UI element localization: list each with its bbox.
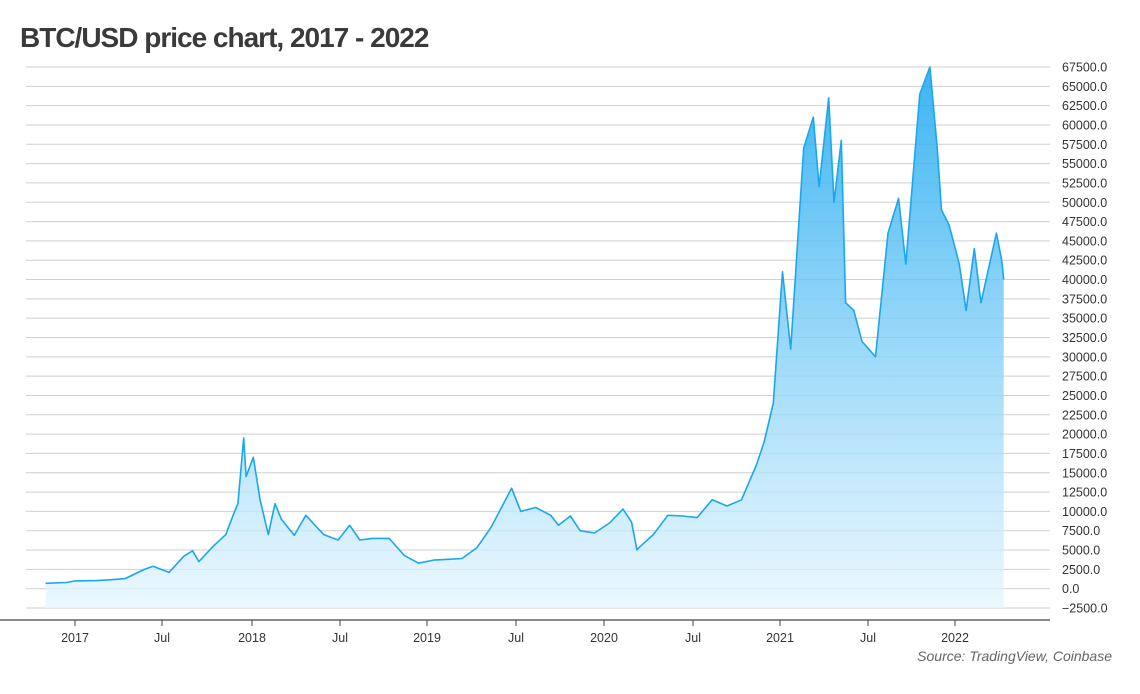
y-tick-label: 10000.0 — [1062, 505, 1107, 519]
y-tick-label: 62500.0 — [1062, 99, 1107, 113]
x-tick-label: Jul — [154, 631, 170, 645]
y-tick-label: 37500.0 — [1062, 292, 1107, 306]
y-tick-label: 20000.0 — [1062, 428, 1107, 442]
y-tick-label: 30000.0 — [1062, 350, 1107, 364]
x-axis-labels: 2017 Jul 2018 Jul 2019 Jul 2020 Jul 2021 Jul 2022 — [61, 631, 969, 645]
price-line — [45, 66, 1005, 585]
y-tick-label: 17500.0 — [1062, 447, 1107, 461]
y-tick-label: 67500.0 — [1062, 61, 1107, 75]
chart-title: BTC/USD price chart, 2017 - 2022 — [20, 22, 429, 53]
y-tick-label: 57500.0 — [1062, 138, 1107, 152]
y-tick-label: 15000.0 — [1062, 466, 1107, 480]
x-tick-label: Jul — [508, 631, 524, 645]
y-tick-label: 35000.0 — [1062, 312, 1107, 326]
y-tick-label: 65000.0 — [1062, 80, 1107, 94]
y-tick-label: 47500.0 — [1062, 215, 1107, 229]
x-tick-label: 2020 — [590, 631, 618, 645]
y-tick-label: 42500.0 — [1062, 254, 1107, 268]
y-tick-label: 0.0 — [1062, 582, 1079, 596]
x-tick-label: 2018 — [238, 631, 266, 645]
y-tick-label: 22500.0 — [1062, 408, 1107, 422]
x-tick-label: 2017 — [61, 631, 89, 645]
x-tick-label: 2022 — [941, 631, 969, 645]
y-tick-label: 55000.0 — [1062, 157, 1107, 171]
source-note: Source: TradingView, Coinbase — [917, 648, 1112, 664]
y-axis-labels: 67500.0 65000.0 62500.0 60000.0 57500.0 55000… — [1062, 61, 1108, 616]
y-tick-label: 27500.0 — [1062, 370, 1107, 384]
y-tick-label: 12500.0 — [1062, 486, 1107, 500]
y-tick-label: 45000.0 — [1062, 234, 1107, 248]
price-area — [45, 67, 1004, 608]
y-tick-label: 50000.0 — [1062, 196, 1107, 210]
x-tick-label: Jul — [685, 631, 701, 645]
x-axis-ticks — [74, 620, 956, 626]
y-tick-label: 2500.0 — [1062, 563, 1100, 577]
x-tick-label: 2019 — [413, 631, 441, 645]
y-tick-label: 5000.0 — [1062, 544, 1100, 558]
y-tick-label: −2500.0 — [1062, 602, 1108, 616]
y-tick-label: 60000.0 — [1062, 118, 1107, 132]
y-tick-label: 25000.0 — [1062, 389, 1107, 403]
y-tick-label: 32500.0 — [1062, 331, 1107, 345]
y-tick-label: 52500.0 — [1062, 176, 1107, 190]
x-tick-label: Jul — [332, 631, 348, 645]
y-tick-label: 7500.0 — [1062, 524, 1100, 538]
x-tick-label: Jul — [860, 631, 876, 645]
y-tick-label: 40000.0 — [1062, 273, 1107, 287]
x-tick-label: 2021 — [766, 631, 794, 645]
